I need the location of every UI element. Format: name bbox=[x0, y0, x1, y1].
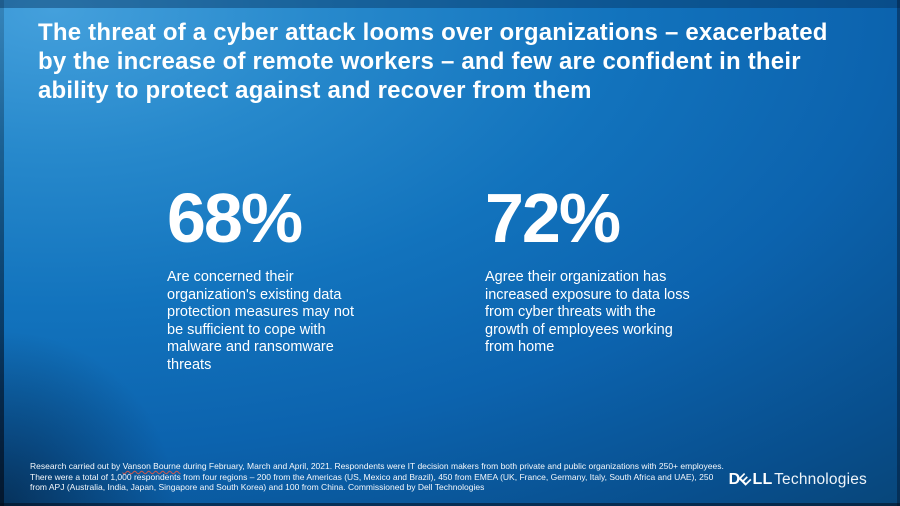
footnote-source-text: Vanson Bourne bbox=[122, 461, 181, 471]
footnote-prefix-text: Research carried out by bbox=[30, 461, 123, 471]
stat-value-72: 72% bbox=[485, 179, 621, 257]
footnote-rest-text: during February, March and April, 2021. … bbox=[30, 461, 724, 493]
dell-wordmark: D E LL bbox=[729, 471, 773, 489]
stat-block-68: 68% Are concerned their organization's e… bbox=[167, 183, 354, 374]
stat-description-72: Agree their organization has increased e… bbox=[485, 269, 690, 355]
slide-edge-top-shadow bbox=[0, 0, 900, 8]
slide-title: The threat of a cyber attack looms over … bbox=[38, 19, 828, 104]
stat-description-68: Are concerned their organization's exist… bbox=[167, 269, 354, 373]
stat-block-72: 72% Agree their organization has increas… bbox=[485, 183, 690, 357]
slide-edge-bottom-shadow bbox=[0, 503, 900, 506]
dell-letter-d: D bbox=[728, 471, 741, 488]
research-footnote: Research carried out by Vanson Bourne du… bbox=[30, 461, 750, 493]
dell-technologies-logo: D E LL Technologies bbox=[729, 471, 867, 489]
stat-value-68: 68% bbox=[167, 179, 303, 257]
slide-edge-right-shadow bbox=[897, 0, 900, 506]
slide-edge-left-shadow bbox=[0, 0, 4, 506]
dell-letters-ll: LL bbox=[752, 471, 773, 488]
technologies-wordmark: Technologies bbox=[774, 471, 867, 488]
